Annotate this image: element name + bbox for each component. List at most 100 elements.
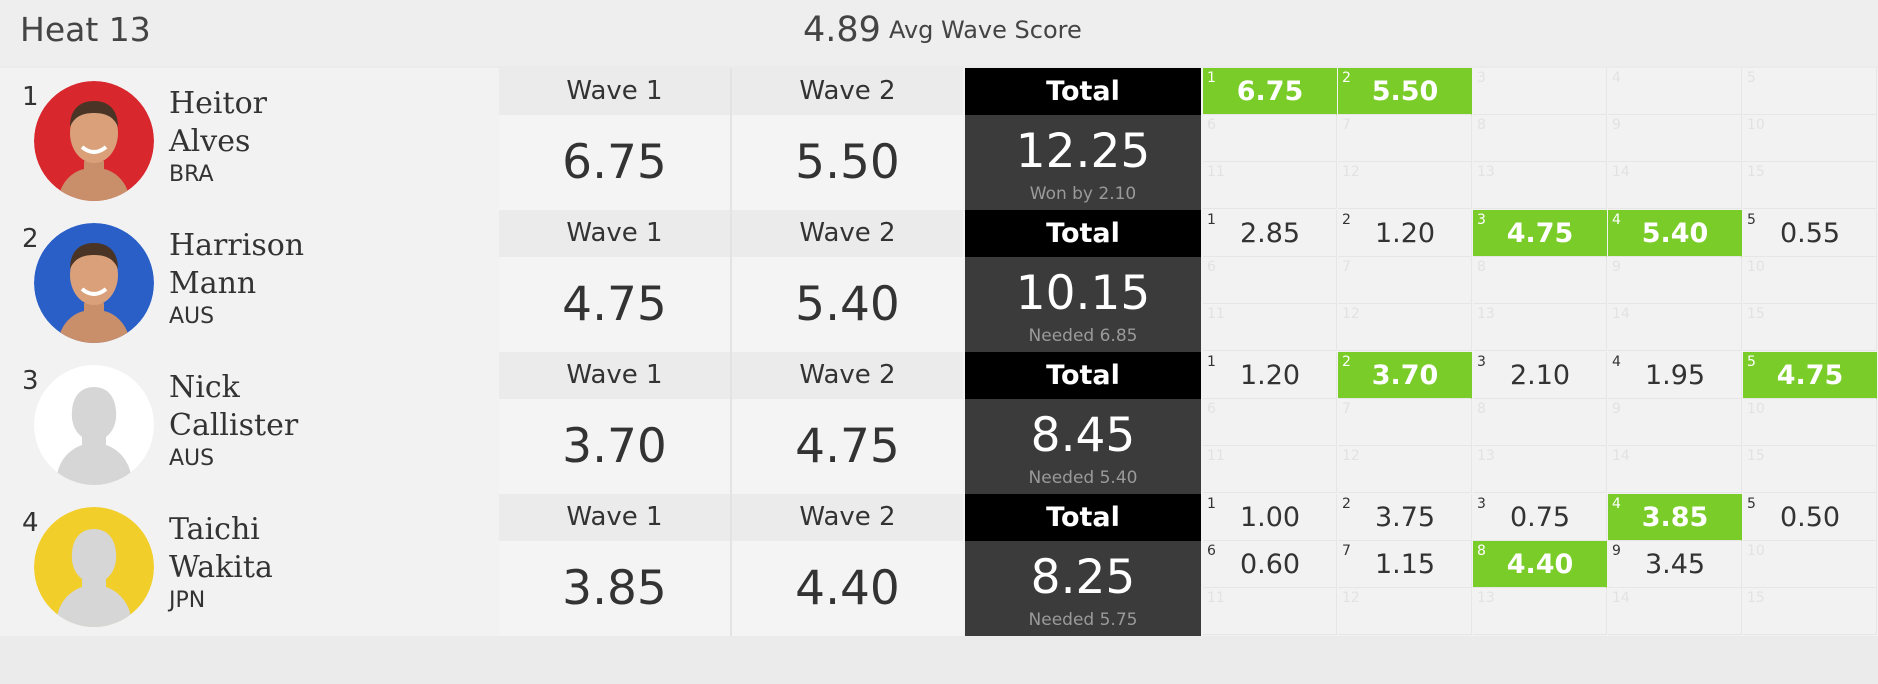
wave-cell[interactable]: 14 xyxy=(1608,304,1742,351)
wave-cell[interactable]: 14 xyxy=(1608,162,1742,209)
wave-cell[interactable]: 5 4.75 xyxy=(1743,352,1877,399)
total-column: Total 12.25 Won by 2.10 xyxy=(965,68,1201,210)
athlete-row[interactable]: 1 Heitor Alves BRA Wave 1 6.75 Wave 2 5.50 Total… xyxy=(0,68,1878,210)
total-score: 8.45 xyxy=(1030,408,1136,463)
wave-number: 1 xyxy=(1207,354,1216,370)
avg-wave-score-value: 4.89 xyxy=(803,10,881,50)
wave-cell[interactable]: 3 0.75 xyxy=(1473,494,1607,541)
athlete-name[interactable]: Nick Callister AUS xyxy=(169,369,298,473)
athlete-rank: 4 xyxy=(22,508,39,538)
wave-cell[interactable]: 12 xyxy=(1338,446,1472,493)
wave-cell[interactable]: 3 4.75 xyxy=(1473,210,1607,257)
wave-cell[interactable]: 1 1.00 xyxy=(1203,494,1337,541)
wave-number: 13 xyxy=(1477,164,1495,180)
athlete-rank: 3 xyxy=(22,366,39,396)
wave-cell[interactable]: 11 xyxy=(1203,304,1337,351)
wave-1-column: Wave 1 3.70 xyxy=(499,352,730,494)
wave-number: 7 xyxy=(1342,259,1351,275)
wave-cell[interactable]: 6 xyxy=(1203,399,1337,446)
wave-cell[interactable]: 2 3.70 xyxy=(1338,352,1472,399)
wave-cell[interactable]: 5 0.50 xyxy=(1743,494,1877,541)
wave-cell[interactable]: 9 xyxy=(1608,115,1742,162)
wave-cell[interactable]: 10 xyxy=(1743,257,1877,304)
wave-number: 8 xyxy=(1477,259,1486,275)
wave-cell[interactable]: 10 xyxy=(1743,541,1877,588)
wave-cell[interactable]: 2 5.50 xyxy=(1338,68,1472,115)
wave-number: 14 xyxy=(1612,306,1630,322)
wave-cell[interactable]: 15 xyxy=(1743,446,1877,493)
wave-cell[interactable]: 11 xyxy=(1203,162,1337,209)
wave-cell[interactable]: 10 xyxy=(1743,399,1877,446)
wave-score: 4.75 xyxy=(1776,360,1844,391)
wave-number: 5 xyxy=(1747,354,1756,370)
wave-number: 9 xyxy=(1612,259,1621,275)
wave-number: 1 xyxy=(1207,212,1216,228)
athlete-name[interactable]: Taichi Wakita JPN xyxy=(169,511,273,615)
total-score: 8.25 xyxy=(1030,550,1136,605)
wave-cell[interactable]: 6 xyxy=(1203,257,1337,304)
wave-cell[interactable]: 11 xyxy=(1203,446,1337,493)
wave-cell[interactable]: 7 xyxy=(1338,115,1472,162)
wave-cell[interactable]: 10 xyxy=(1743,115,1877,162)
wave-cell[interactable]: 8 4.40 xyxy=(1473,541,1607,588)
wave-cell[interactable]: 15 xyxy=(1743,162,1877,209)
wave-cell[interactable]: 8 xyxy=(1473,399,1607,446)
wave-cell[interactable]: 9 3.45 xyxy=(1608,541,1742,588)
wave-number: 8 xyxy=(1477,117,1486,133)
wave-cell[interactable]: 1 2.85 xyxy=(1203,210,1337,257)
wave-cell[interactable]: 1 1.20 xyxy=(1203,352,1337,399)
wave-cell[interactable]: 14 xyxy=(1608,588,1742,635)
wave-cell[interactable]: 5 xyxy=(1743,68,1877,115)
wave-cell[interactable]: 4 1.95 xyxy=(1608,352,1742,399)
wave-cell[interactable]: 6 0.60 xyxy=(1203,541,1337,588)
athlete-name[interactable]: Heitor Alves BRA xyxy=(169,85,267,189)
wave-cell[interactable]: 1 6.75 xyxy=(1203,68,1337,115)
wave-cell[interactable]: 4 5.40 xyxy=(1608,210,1742,257)
wave-cell[interactable]: 7 xyxy=(1338,257,1472,304)
wave-number: 14 xyxy=(1612,590,1630,606)
wave-cell[interactable]: 7 xyxy=(1338,399,1472,446)
wave-cell[interactable]: 13 xyxy=(1473,588,1607,635)
wave-cell[interactable]: 14 xyxy=(1608,446,1742,493)
athlete-row[interactable]: 3 Nick Callister AUS Wave 1 3.70 Wave 2 4.75 Tot… xyxy=(0,352,1878,494)
wave-number: 10 xyxy=(1747,259,1765,275)
athlete-avatar xyxy=(34,223,154,343)
wave-cell[interactable]: 13 xyxy=(1473,446,1607,493)
athlete-row[interactable]: 2 Harrison Mann AUS Wave 1 4.75 Wave 2 5.40 Tota… xyxy=(0,210,1878,352)
wave-cell[interactable]: 2 1.20 xyxy=(1338,210,1472,257)
wave-cell[interactable]: 6 xyxy=(1203,115,1337,162)
athlete-row[interactable]: 4 Taichi Wakita JPN Wave 1 3.85 Wave 2 4.40 Tota… xyxy=(0,494,1878,636)
wave-cell[interactable]: 15 xyxy=(1743,304,1877,351)
wave-cell[interactable]: 7 1.15 xyxy=(1338,541,1472,588)
wave-cell[interactable]: 12 xyxy=(1338,162,1472,209)
wave-cell[interactable]: 11 xyxy=(1203,588,1337,635)
athlete-country: AUS xyxy=(169,446,215,471)
wave-score: 3.70 xyxy=(1371,360,1439,391)
footer-bar xyxy=(0,636,1878,684)
wave-cell[interactable]: 9 xyxy=(1608,257,1742,304)
wave-cell[interactable]: 15 xyxy=(1743,588,1877,635)
wave-cell[interactable]: 5 0.55 xyxy=(1743,210,1877,257)
athlete-name[interactable]: Harrison Mann AUS xyxy=(169,227,304,331)
wave-cell[interactable]: 4 xyxy=(1608,68,1742,115)
wave-number: 5 xyxy=(1747,70,1756,86)
wave-2-score: 5.50 xyxy=(795,135,900,190)
wave-cell[interactable]: 8 xyxy=(1473,115,1607,162)
wave-cell[interactable]: 13 xyxy=(1473,304,1607,351)
athlete-country: AUS xyxy=(169,304,215,329)
wave-number: 2 xyxy=(1342,70,1351,86)
wave-1-column: Wave 1 6.75 xyxy=(499,68,730,210)
wave-cell[interactable]: 4 3.85 xyxy=(1608,494,1742,541)
wave-cell[interactable]: 2 3.75 xyxy=(1338,494,1472,541)
wave-number: 14 xyxy=(1612,448,1630,464)
wave-cell[interactable]: 3 xyxy=(1473,68,1607,115)
wave-cell[interactable]: 3 2.10 xyxy=(1473,352,1607,399)
wave-cell[interactable]: 13 xyxy=(1473,162,1607,209)
wave-cell[interactable]: 9 xyxy=(1608,399,1742,446)
wave-cell[interactable]: 12 xyxy=(1338,304,1472,351)
wave-1-header: Wave 1 xyxy=(499,210,730,257)
wave-scores-grid: 1 2.85 2 1.20 3 4.75 4 5.40 5 0.55 6 7 8 9 10 11 12 13 14 1… xyxy=(1203,210,1878,352)
wave-cell[interactable]: 12 xyxy=(1338,588,1472,635)
wave-cell[interactable]: 8 xyxy=(1473,257,1607,304)
wave-1-score: 3.85 xyxy=(562,561,667,616)
